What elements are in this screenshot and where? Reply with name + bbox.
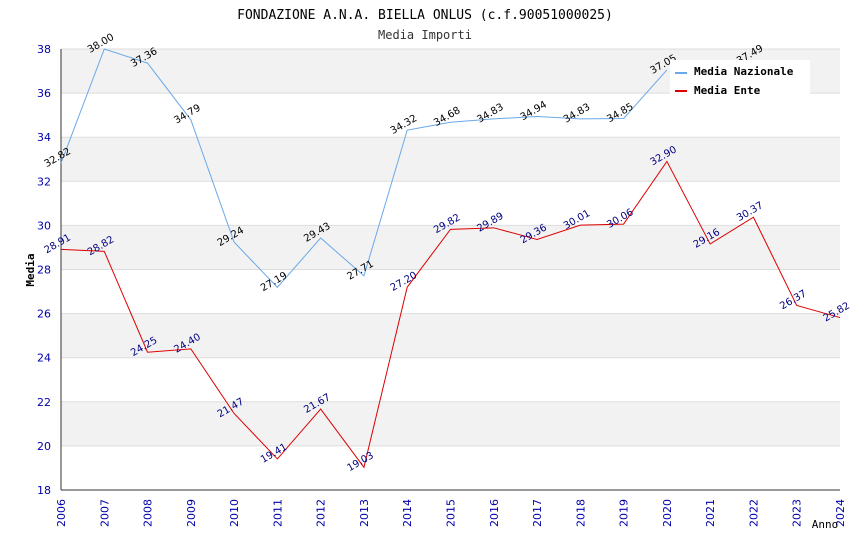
data-label-nazionale: 34.83 <box>475 102 505 126</box>
grid-bands <box>61 49 840 446</box>
x-tick-label: 2023 <box>791 499 804 527</box>
data-label-nazionale: 27.19 <box>259 270 289 294</box>
data-label-nazionale: 34.83 <box>562 102 592 126</box>
grid-band <box>61 401 840 446</box>
x-tick-label: 2014 <box>401 499 414 527</box>
legend: Media Nazionale Media Ente <box>670 60 810 97</box>
data-label-nazionale: 34.32 <box>389 113 419 137</box>
x-tick-label: 2007 <box>98 499 111 527</box>
data-label-nazionale: 34.68 <box>432 105 462 129</box>
x-tick-label: 2017 <box>531 499 544 527</box>
y-tick-label: 32 <box>37 175 51 188</box>
y-tick-label: 34 <box>37 131 51 144</box>
x-tick-labels: 2006 2007 2008 2009 2010 2011 2012 2013 2014 2015… <box>55 499 847 527</box>
x-tick-label: 2015 <box>445 499 458 527</box>
chart-title: FONDAZIONE A.N.A. BIELLA ONLUS (c.f.9005… <box>237 8 613 23</box>
x-tick-label: 2018 <box>574 499 587 527</box>
grid-lines <box>61 48 840 491</box>
y-tick-label: 30 <box>37 219 51 232</box>
x-axis-label: Anno <box>812 518 839 531</box>
x-tick-label: 2011 <box>271 499 284 527</box>
y-tick-label: 26 <box>37 308 51 321</box>
chart-subtitle: Media Importi <box>378 28 472 42</box>
x-tick-label: 2016 <box>488 499 501 527</box>
legend-label-nazionale: Media Nazionale <box>694 65 794 78</box>
data-label-ente: 26.37 <box>778 288 808 312</box>
grid-band <box>61 313 840 358</box>
y-tick-label: 36 <box>37 87 51 100</box>
x-tick-label: 2024 <box>834 499 847 527</box>
x-tick-label: 2010 <box>228 499 241 527</box>
y-tick-label: 24 <box>37 352 51 365</box>
x-tick-label: 2020 <box>661 499 674 527</box>
x-tick-label: 2013 <box>358 499 371 527</box>
x-tick-label: 2019 <box>618 499 631 527</box>
y-tick-label: 20 <box>37 440 51 453</box>
data-label-ente: 27.20 <box>389 270 419 294</box>
data-label-ente: 30.37 <box>735 200 765 224</box>
y-tick-label: 22 <box>37 396 51 409</box>
y-tick-label: 28 <box>37 264 51 277</box>
x-tick-label: 2022 <box>747 499 760 527</box>
data-label-nazionale: 34.79 <box>172 103 202 127</box>
legend-label-ente: Media Ente <box>694 84 761 97</box>
data-label-ente: 19.03 <box>346 450 376 474</box>
x-tick-label: 2008 <box>142 499 155 527</box>
legend-box <box>670 60 810 96</box>
data-label-nazionale: 34.85 <box>605 101 635 125</box>
y-tick-label: 18 <box>37 484 51 497</box>
series-line-ente <box>60 160 841 469</box>
series-line-nazionale <box>60 48 668 289</box>
series-lines <box>60 48 841 469</box>
y-tick-labels: 18 20 22 24 26 28 30 32 34 36 38 <box>37 43 51 497</box>
y-tick-label: 38 <box>37 43 51 56</box>
x-tick-label: 2009 <box>185 499 198 527</box>
x-tick-label: 2006 <box>55 499 68 527</box>
data-label-nazionale: 34.94 <box>519 99 549 123</box>
grid-band <box>61 137 840 182</box>
y-axis-label: Media <box>24 253 37 286</box>
x-tick-label: 2012 <box>315 499 328 527</box>
x-tick-label: 2021 <box>704 499 717 527</box>
grid-band <box>61 225 840 270</box>
